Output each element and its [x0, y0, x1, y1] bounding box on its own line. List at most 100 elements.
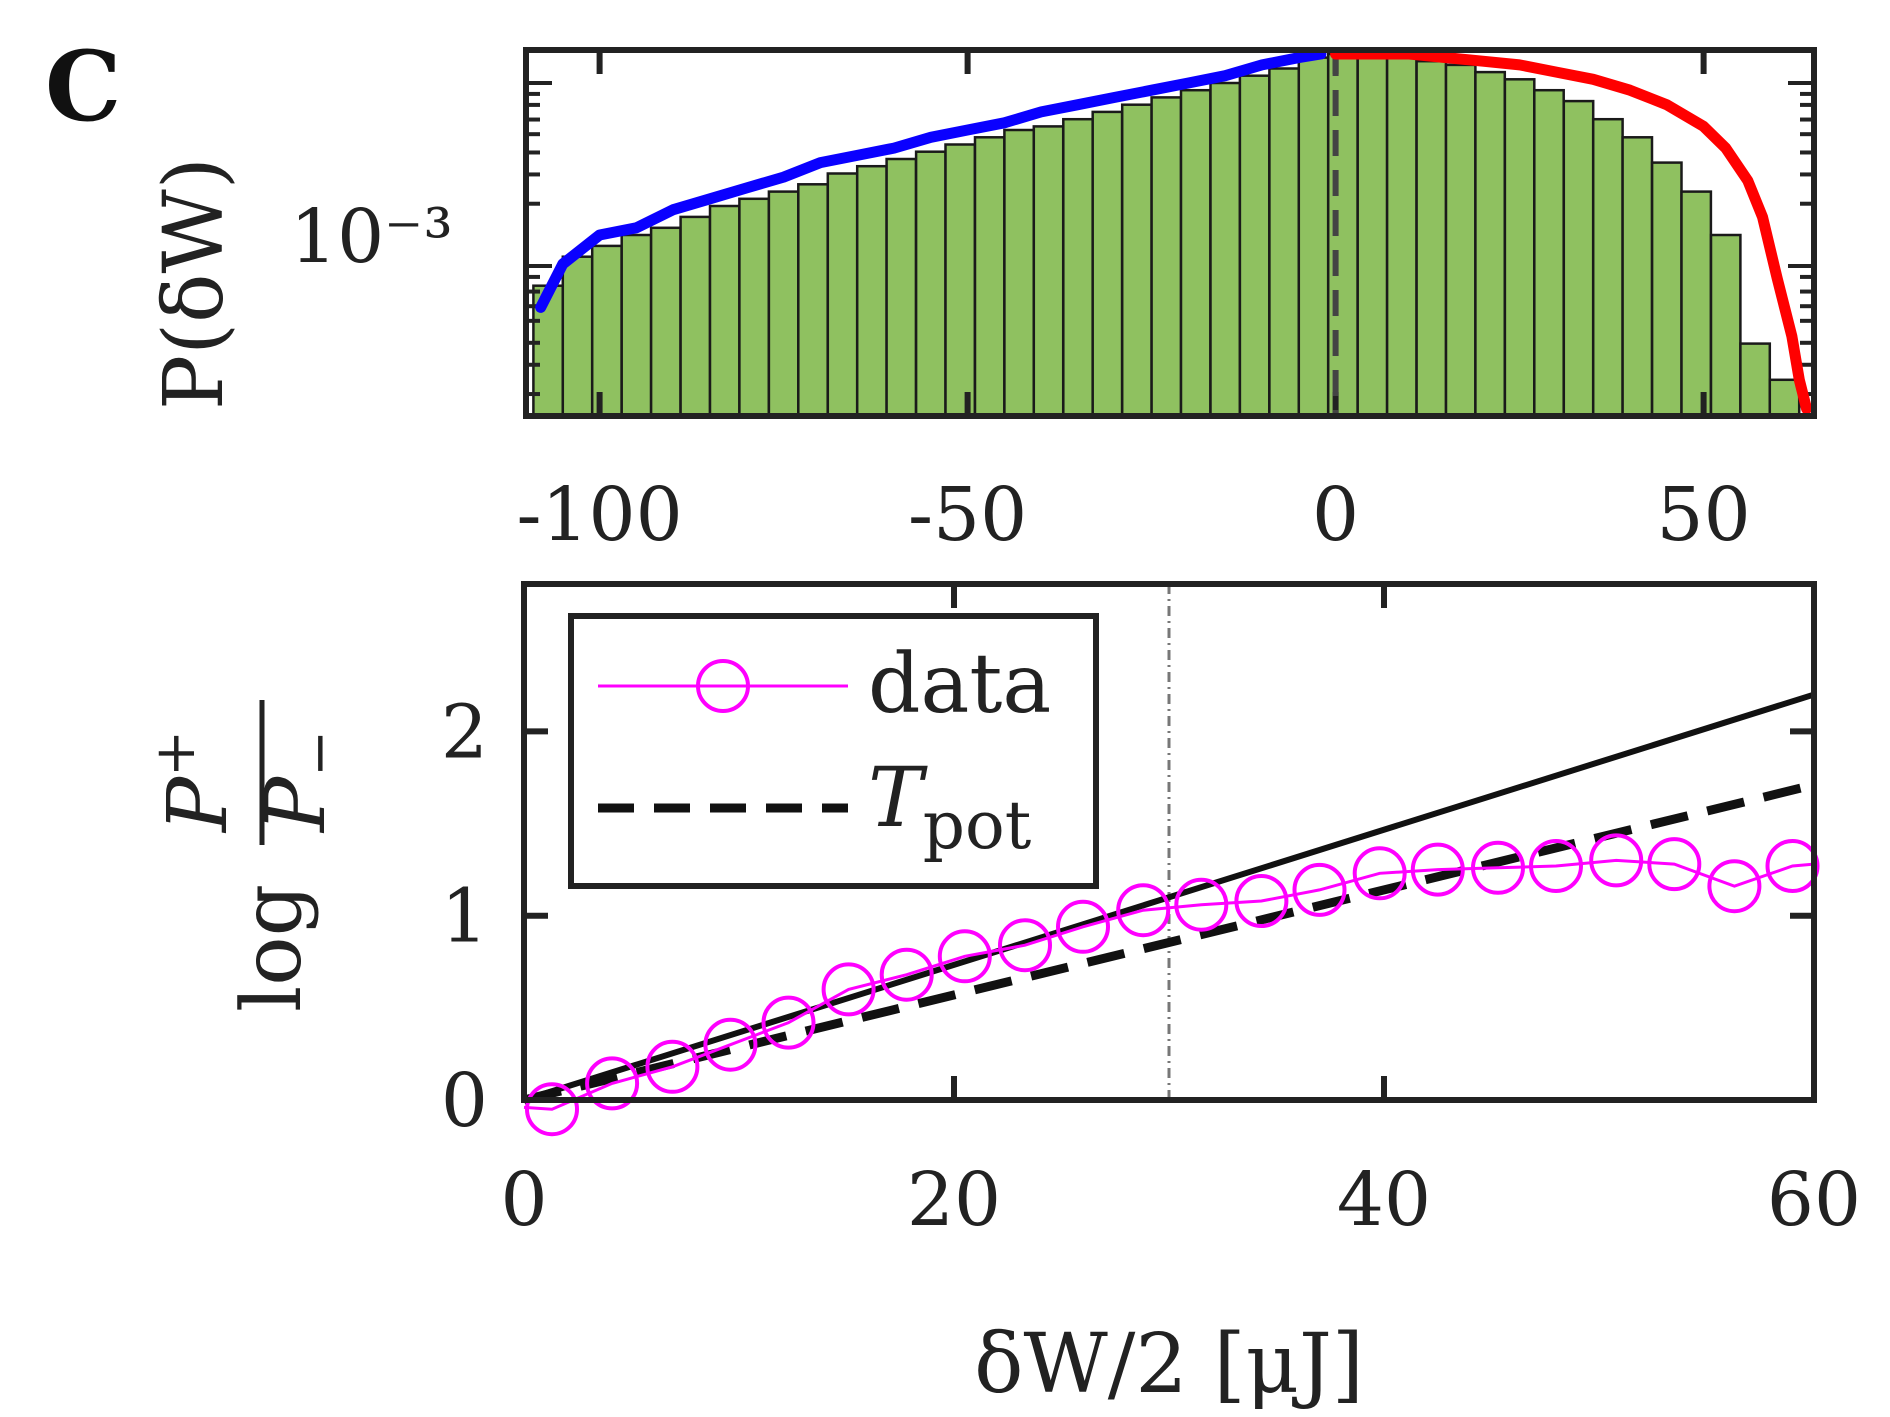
- panel-label: C: [45, 30, 121, 143]
- linear-fit-line: [523, 691, 1815, 1103]
- histogram-bar: [1474, 70, 1507, 418]
- histogram-bar: [973, 136, 1006, 418]
- data-point: [1352, 846, 1407, 901]
- log-ratio-x-tick-label: 60: [1767, 1157, 1861, 1243]
- histogram-x-tick-labels: -100 -50 0 50: [516, 472, 1750, 558]
- data-markers: [525, 833, 1820, 1137]
- histogram-bar: [590, 244, 623, 418]
- y-label-num-sup: +: [143, 730, 208, 777]
- histogram-bar: [944, 143, 977, 418]
- histogram-bar: [1650, 161, 1683, 418]
- data-point: [1529, 839, 1583, 893]
- histogram-bar: [1268, 67, 1301, 418]
- data-point: [703, 1017, 758, 1072]
- histogram-bar: [1591, 117, 1624, 418]
- y-label-den-symbol: P: [249, 775, 344, 834]
- log-ratio-y-tick-label: 0: [441, 1058, 488, 1144]
- y-label-denominator: P−: [249, 730, 352, 834]
- histogram-bar: [885, 157, 918, 418]
- histogram-bar: [914, 150, 947, 418]
- log-ratio-frame: [521, 581, 1817, 1103]
- histogram-bar: [708, 204, 741, 418]
- log-ratio-x-tick-label: 0: [500, 1157, 547, 1243]
- histogram-bar: [1209, 81, 1242, 418]
- y-label-den-sub: −: [287, 730, 352, 777]
- histogram-bar: [1444, 63, 1477, 418]
- histogram-x-tick-label: -50: [908, 472, 1027, 558]
- legend-tpot-symbol: T: [868, 751, 928, 846]
- data-point: [937, 929, 992, 984]
- legend-tpot-label: Tpot: [868, 751, 1031, 864]
- histogram-bar: [797, 183, 829, 418]
- legend-box: [568, 613, 1099, 889]
- legend-tpot-subscript: pot: [923, 787, 1032, 864]
- histogram-bar: [855, 164, 888, 418]
- data-point: [1234, 874, 1289, 928]
- histogram-bar: [1503, 78, 1536, 418]
- legend-data-marker: [696, 659, 750, 713]
- y-label-log: log: [225, 884, 320, 1012]
- histogram-bar: [1768, 378, 1801, 418]
- histogram-bar: [1533, 88, 1565, 418]
- data-point: [1116, 883, 1171, 938]
- histogram-x-tick-label: -100: [516, 472, 682, 558]
- data-point: [1174, 877, 1229, 932]
- histogram-bar: [767, 190, 800, 418]
- histogram-x-tick-label: 50: [1657, 472, 1751, 558]
- y-label-num-symbol: P: [151, 775, 246, 834]
- data-point: [1765, 839, 1820, 893]
- histogram-bar: [1385, 56, 1418, 418]
- log-ratio-panel: 012 0 20 40 60 data Tpot log P+ P− δW/2 [μJ…: [143, 581, 1861, 1412]
- histogram-bar: [1238, 74, 1271, 418]
- data-point: [1056, 899, 1110, 954]
- log-ratio-y-tick-labels: 0 1 2: [441, 689, 488, 1144]
- histogram-bar: [1680, 190, 1713, 418]
- log-ratio-x-tick-label: 40: [1337, 1157, 1431, 1243]
- histogram-bar: [1709, 233, 1742, 418]
- histogram-bar: [1562, 99, 1595, 418]
- histogram-panel: 10⁻³ P(δW) -100 -50 0 50: [147, 47, 1817, 558]
- log-ratio-x-tick-label: 20: [907, 1157, 1001, 1243]
- data-point: [821, 962, 876, 1017]
- histogram-bar: [1621, 136, 1654, 418]
- histogram-bar: [1003, 128, 1036, 418]
- data-point: [1292, 862, 1347, 917]
- data-point: [585, 1056, 640, 1111]
- log-ratio-y-tick-label: 1: [441, 874, 488, 960]
- histogram-bar: [1356, 56, 1389, 418]
- data-point: [1589, 833, 1644, 888]
- histogram-bar: [1062, 117, 1094, 418]
- legend: data Tpot: [568, 613, 1099, 889]
- y-label-numerator: P+: [143, 730, 246, 834]
- data-line: [523, 858, 1815, 1111]
- histogram-y-axis-label: P(δW): [147, 157, 242, 410]
- histogram-frame: [523, 47, 1817, 419]
- histogram-bar: [1179, 88, 1212, 418]
- histogram-bars: [532, 52, 1801, 418]
- tpot-dashed-line: [522, 780, 1816, 1105]
- data-point: [645, 1039, 700, 1094]
- histogram-bar: [649, 226, 682, 418]
- histogram-bar: [738, 197, 771, 418]
- data-point: [998, 918, 1052, 973]
- log-ratio-y-tick-label: 2: [441, 689, 488, 775]
- histogram-bar: [1297, 56, 1330, 418]
- histogram-bar: [620, 233, 653, 418]
- data-point: [525, 1082, 579, 1137]
- histogram-bar: [826, 172, 859, 418]
- data-point: [1707, 859, 1762, 914]
- data-point: [879, 947, 934, 1002]
- data-point: [1471, 840, 1525, 895]
- histogram-bar: [679, 215, 712, 418]
- histogram-bar: [1150, 96, 1183, 418]
- histogram-bar: [1415, 59, 1448, 418]
- log-ratio-y-axis-label: log P+ P−: [143, 700, 352, 1012]
- histogram-bar: [1032, 125, 1065, 418]
- data-point: [1410, 842, 1465, 897]
- histogram-bar: [561, 255, 594, 418]
- data-point: [761, 995, 816, 1050]
- log-ratio-x-tick-labels: 0 20 40 60: [500, 1157, 1861, 1243]
- histogram-bar: [1739, 342, 1772, 418]
- negative-fit-line: [535, 48, 1327, 313]
